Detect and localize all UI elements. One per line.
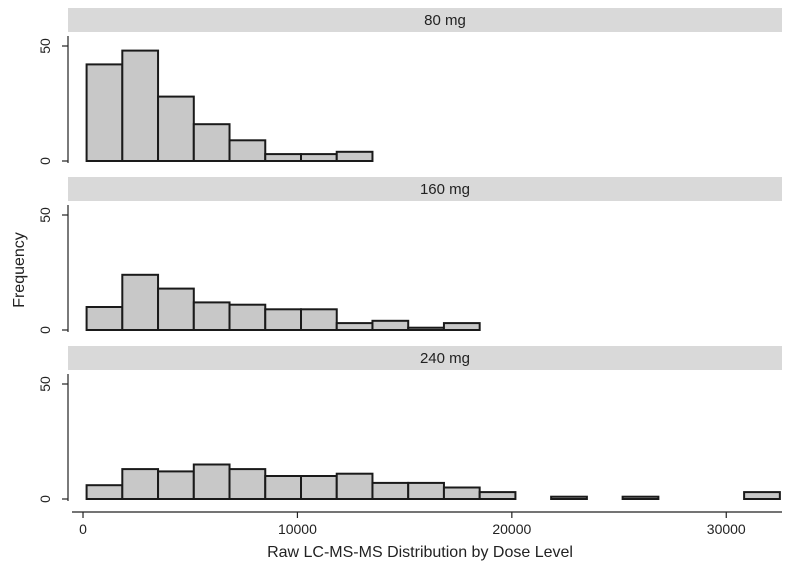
y-tick-label: 0 <box>37 157 53 165</box>
panel-strip <box>68 8 782 32</box>
panel-label: 240 mg <box>420 350 470 367</box>
histogram-bar <box>478 491 517 501</box>
histogram-bar <box>300 475 338 500</box>
histogram-bar <box>550 495 588 501</box>
panel-label: 80 mg <box>424 12 466 29</box>
histogram-bar <box>121 49 160 162</box>
histogram-bar <box>300 308 338 331</box>
histogram-bar <box>228 303 267 332</box>
histogram-bar <box>85 63 124 162</box>
histogram-bar <box>407 481 445 500</box>
histogram-bar <box>228 468 267 501</box>
histogram-bar <box>121 273 160 331</box>
histogram-bar <box>228 139 267 163</box>
histogram-bar <box>300 153 338 163</box>
y-tick-label: 50 <box>37 38 53 54</box>
y-tick-label: 0 <box>37 326 53 334</box>
x-tick-label: 0 <box>79 521 87 537</box>
histogram-bar <box>157 95 195 162</box>
histogram-bar <box>85 484 124 501</box>
histogram-bar <box>371 319 410 331</box>
x-axis-title: Raw LC-MS-MS Distribution by Dose Level <box>267 544 573 561</box>
histogram-bar <box>264 308 303 331</box>
histogram-bar <box>407 326 445 332</box>
histogram-bar <box>264 153 303 163</box>
panel-1: 160 mg 0 50 <box>37 177 782 334</box>
histogram-bar <box>264 475 303 500</box>
histogram-bar <box>335 150 374 163</box>
histogram-bar <box>157 287 195 332</box>
x-tick-label: 20000 <box>492 521 531 537</box>
histogram-bar <box>442 322 481 332</box>
x-tick-label: 10000 <box>278 521 317 537</box>
histogram-bar <box>192 301 231 331</box>
y-tick-label: 50 <box>37 207 53 223</box>
histogram-bar <box>743 491 781 501</box>
histogram-bar <box>192 463 231 500</box>
x-axis: 0 10000 20000 30000 <box>72 511 782 537</box>
histogram-bar <box>192 123 231 162</box>
panel-0: 80 mg 0 50 <box>37 8 782 165</box>
panel-strip <box>68 177 782 201</box>
y-axis-title: Frequency <box>11 232 28 308</box>
histogram-bar <box>442 486 481 500</box>
y-tick-label: 50 <box>37 376 53 392</box>
histogram-bar <box>335 472 374 501</box>
panel-strip <box>68 346 782 370</box>
panels-group: 80 mg 0 50 160 mg 0 50 240 mg 0 50 <box>37 8 782 503</box>
histogram-bar <box>157 470 195 500</box>
x-tick-label: 30000 <box>707 521 746 537</box>
y-tick-label: 0 <box>37 495 53 503</box>
histogram-bar <box>121 468 160 501</box>
histogram-bar <box>371 481 410 500</box>
histogram-bar <box>335 322 374 332</box>
panel-label: 160 mg <box>420 181 470 198</box>
histogram-bar <box>621 495 660 501</box>
panel-2: 240 mg 0 50 <box>37 346 782 503</box>
histogram-bar <box>85 306 124 331</box>
